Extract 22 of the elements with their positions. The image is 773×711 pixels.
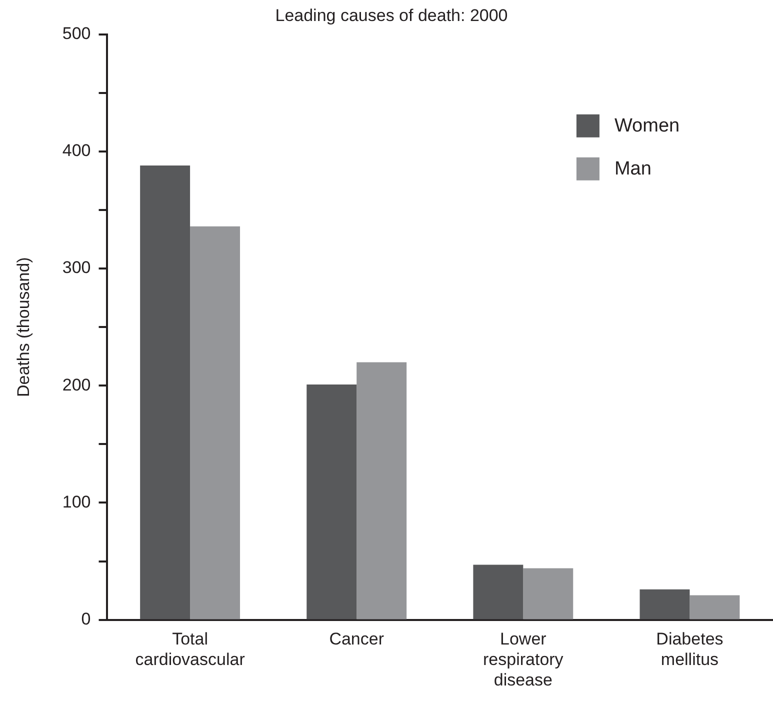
bar [140, 166, 190, 620]
x-tick-label: Total cardiovascular [135, 630, 246, 670]
bar [356, 362, 407, 620]
chart-title: Leading causes of death: 2000 [275, 6, 508, 25]
bar [473, 564, 524, 620]
x-tick-label: Cancer [329, 630, 384, 649]
y-tick-label: 100 [62, 492, 91, 512]
bar [306, 384, 357, 620]
bar [523, 568, 574, 620]
x-tick-label: Diabetes mellitus [656, 630, 724, 670]
legend-label: Man [614, 158, 652, 180]
y-tick-label: 400 [62, 141, 91, 160]
y-tick-label: 300 [62, 258, 91, 278]
y-tick-label: 200 [62, 375, 91, 394]
bar [690, 595, 740, 620]
y-tick-label: 0 [81, 609, 91, 628]
x-tick-label: Lower respiratory disease [483, 630, 564, 690]
legend-label: Women [614, 116, 680, 137]
bar [640, 589, 690, 620]
y-tick-label: 500 [62, 24, 91, 44]
y-axis-title: Deaths (thousand) [14, 257, 33, 398]
bar [190, 226, 240, 620]
